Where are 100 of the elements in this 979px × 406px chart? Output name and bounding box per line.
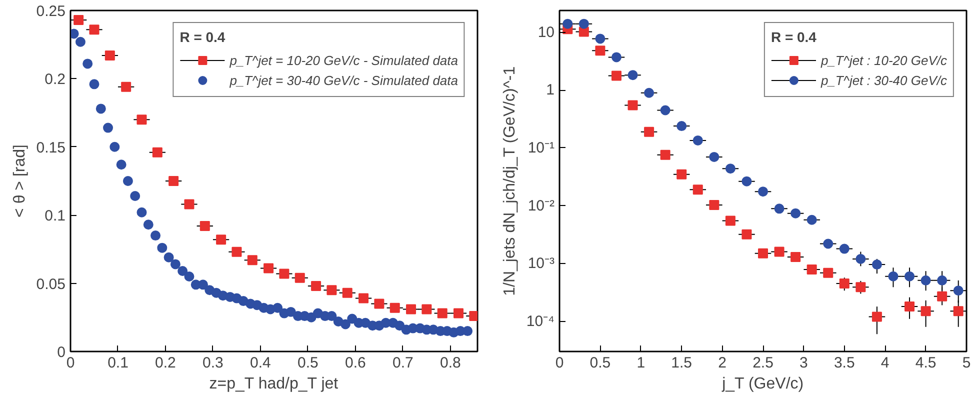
point <box>806 214 817 225</box>
point <box>247 255 258 266</box>
point <box>937 291 948 302</box>
point <box>774 246 784 257</box>
point <box>692 135 703 146</box>
point <box>390 302 400 313</box>
point <box>628 70 638 80</box>
x-tick-label: 1 <box>636 354 646 372</box>
point <box>904 302 915 312</box>
point <box>595 34 606 44</box>
point <box>709 200 720 210</box>
point <box>110 142 120 152</box>
y-tick-label: 0.15 <box>36 139 66 156</box>
point <box>96 104 106 114</box>
point <box>272 302 283 313</box>
point <box>888 271 898 282</box>
point <box>806 264 817 274</box>
x-tick-label: 0.3 <box>202 354 224 372</box>
point <box>742 229 752 240</box>
point <box>121 82 132 92</box>
point <box>660 150 670 160</box>
x-tick-label: 4 <box>880 354 890 372</box>
point <box>953 286 964 296</box>
point <box>578 18 589 29</box>
x-tick-label: 0.6 <box>345 354 366 372</box>
x-tick-label: 1.5 <box>671 354 692 372</box>
point <box>937 275 948 286</box>
y-tick-label: 0 <box>57 344 66 361</box>
point <box>644 126 654 137</box>
point <box>595 46 606 56</box>
point <box>286 306 296 317</box>
point <box>374 298 384 309</box>
point <box>164 252 174 262</box>
point <box>326 311 337 322</box>
x-tick-label: 2.5 <box>752 354 774 372</box>
y-tick-label: 1 <box>546 82 554 99</box>
y-axis-title: < θ > [rad] <box>11 144 28 218</box>
point <box>953 306 964 316</box>
point <box>143 220 154 230</box>
x-tick-label: 0.7 <box>392 354 414 372</box>
point <box>89 79 100 90</box>
point <box>454 308 464 318</box>
y-tick-label: 0.25 <box>36 3 66 20</box>
point <box>216 234 226 245</box>
point <box>856 282 866 292</box>
point <box>170 259 180 270</box>
legend-label: p_T^jet : 30-40 GeV/c <box>820 72 947 88</box>
legend-label: p_T^jet : 10-20 GeV/c <box>820 52 947 68</box>
x-axis-title: j_T (GeV/c) <box>721 376 804 392</box>
legend-title: R = 0.4 <box>770 29 818 45</box>
point <box>660 105 670 116</box>
point <box>437 308 448 318</box>
point <box>611 52 622 62</box>
point <box>920 275 931 286</box>
point <box>422 304 432 314</box>
point <box>462 326 473 336</box>
x-tick-label: 0.4 <box>250 354 271 372</box>
point <box>311 281 322 292</box>
point <box>342 288 352 298</box>
y-axis-title: 1/N_jets dN_jch/dj_T (GeV/c)^-1 <box>501 66 518 296</box>
point <box>232 246 242 257</box>
x-tick-label: 2 <box>718 354 726 372</box>
y-tick-label: 10⁻⁴ <box>526 312 555 330</box>
point <box>122 176 133 186</box>
point <box>872 312 882 322</box>
point <box>150 230 161 241</box>
point <box>823 268 834 278</box>
x-tick-label: 5 <box>962 354 971 372</box>
point <box>872 260 882 270</box>
legend-label: p_T^jet = 30-40 GeV/c - Simulated data <box>230 72 458 88</box>
point <box>774 204 784 214</box>
point <box>326 285 337 296</box>
point <box>611 70 622 81</box>
point <box>136 207 147 218</box>
point <box>904 271 915 282</box>
point <box>628 100 638 110</box>
point <box>790 208 801 218</box>
point <box>89 24 100 35</box>
y-tick-label: 10⁻² <box>528 197 555 214</box>
point <box>130 191 140 201</box>
point <box>184 199 194 210</box>
point <box>82 58 93 69</box>
point <box>184 271 194 282</box>
x-tick-label: 3 <box>800 354 808 372</box>
point <box>75 36 86 47</box>
x-tick-label: 0.5 <box>590 354 611 372</box>
x-tick-label: 3.5 <box>834 354 855 372</box>
point <box>340 319 350 330</box>
point <box>823 238 834 249</box>
point <box>279 268 290 279</box>
legend-label: p_T^jet = 10-20 GeV/c - Simulated data <box>230 52 458 68</box>
point <box>676 121 687 132</box>
point <box>136 114 147 125</box>
point <box>725 216 736 226</box>
point <box>856 254 866 264</box>
point <box>198 280 208 290</box>
point <box>839 278 850 289</box>
x-tick-label: 0.2 <box>155 354 176 372</box>
point <box>839 244 850 254</box>
x-tick-label: 0.1 <box>108 354 128 372</box>
